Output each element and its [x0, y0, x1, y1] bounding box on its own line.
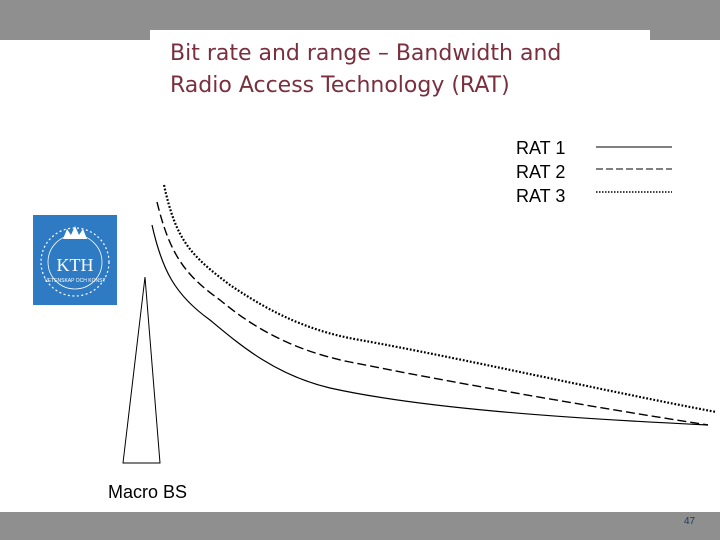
macro-bs-label: Macro BS: [108, 482, 188, 502]
logo-ring-text: VETENSKAP OCH KONST: [44, 278, 105, 284]
curve-rat-1: [151, 224, 709, 426]
slide-title: Bit rate and range – Bandwidth and Radio…: [170, 38, 640, 102]
macro-bs-antenna-icon: [122, 276, 161, 464]
logo-text: KTH: [57, 255, 94, 275]
legend-label-rat-1: RAT 1: [516, 138, 565, 158]
legend-label-rat-3: RAT 3: [516, 186, 565, 206]
title-panel: [150, 30, 650, 108]
page-number: 47: [684, 516, 696, 527]
curve-rat-2: [156, 201, 709, 426]
legend-label-rat-2: RAT 2: [516, 162, 565, 182]
curve-rat-3: [162, 184, 717, 414]
crown-icon: [63, 226, 87, 239]
slide-title-line-1: Bit rate and range – Bandwidth and: [170, 41, 562, 66]
slide-title-line-2: Radio Access Technology (RAT): [170, 73, 510, 98]
kth-logo: KTH VETENSKAP OCH KONST: [33, 215, 117, 305]
logo-wreath-ring: [40, 227, 110, 297]
bottom-band: [0, 512, 720, 540]
